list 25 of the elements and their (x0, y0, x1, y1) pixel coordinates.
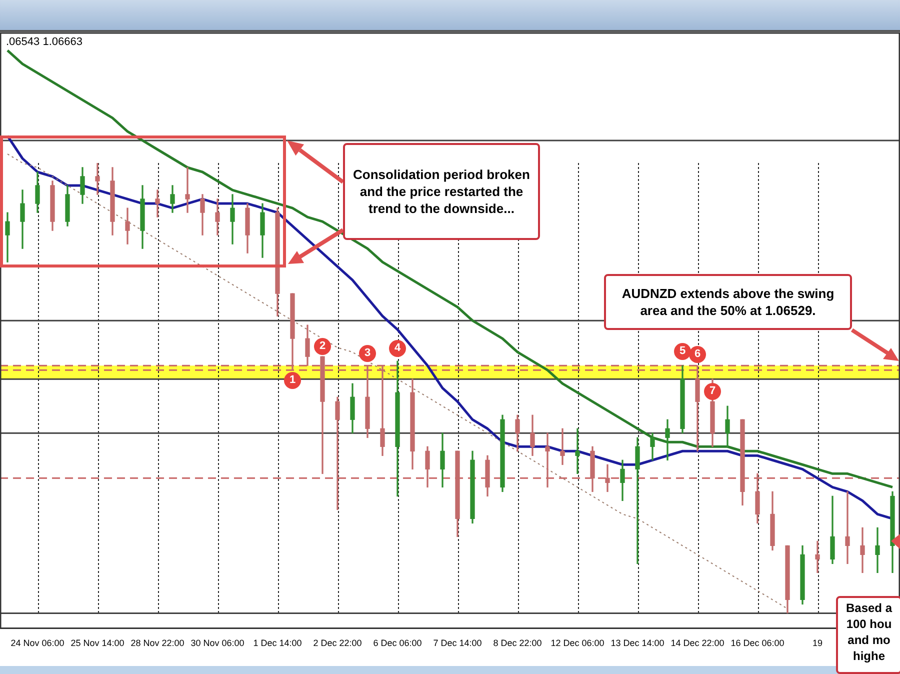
annotation: 5 (674, 343, 691, 360)
callout-box: AUDNZD extends above the swing area and the 50% at 1.06529. (604, 274, 852, 330)
x-tick-label: 30 Nov 06:00 (190, 638, 244, 648)
x-tick-label: 7 Dec 14:00 (433, 638, 482, 648)
x-tick-label: 28 Nov 22:00 (130, 638, 184, 648)
x-tick-label: 25 Nov 14:00 (70, 638, 124, 648)
x-tick-label: 8 Dec 22:00 (493, 638, 542, 648)
text: .06543 1.06663 (4, 36, 84, 48)
x-tick-label: 6 Dec 06:00 (373, 638, 422, 648)
callout-box: Consolidation period broken and the price restarted the trend to the downside... (343, 143, 540, 240)
annotation: 3 (359, 345, 376, 362)
x-tick-label: 2 Dec 22:00 (313, 638, 362, 648)
x-tick-label: 12 Dec 06:00 (550, 638, 604, 648)
x-tick-label: 13 Dec 14:00 (610, 638, 664, 648)
x-tick-label: 14 Dec 22:00 (670, 638, 724, 648)
annotation: 6 (689, 346, 706, 364)
x-tick-label: 1 Dec 14:00 (253, 638, 302, 648)
x-tick-label: 24 Nov 06:00 (10, 638, 64, 648)
x-tick-label: 19 (812, 638, 823, 648)
annotation: 2 (314, 338, 331, 356)
annotation: 7 (704, 382, 721, 400)
annotation: 1 (284, 372, 301, 389)
callout-box: Based a 100 hou and mo highe (836, 596, 900, 674)
x-tick-label: 16 Dec 06:00 (730, 638, 784, 648)
annotation: 4 (389, 340, 406, 357)
